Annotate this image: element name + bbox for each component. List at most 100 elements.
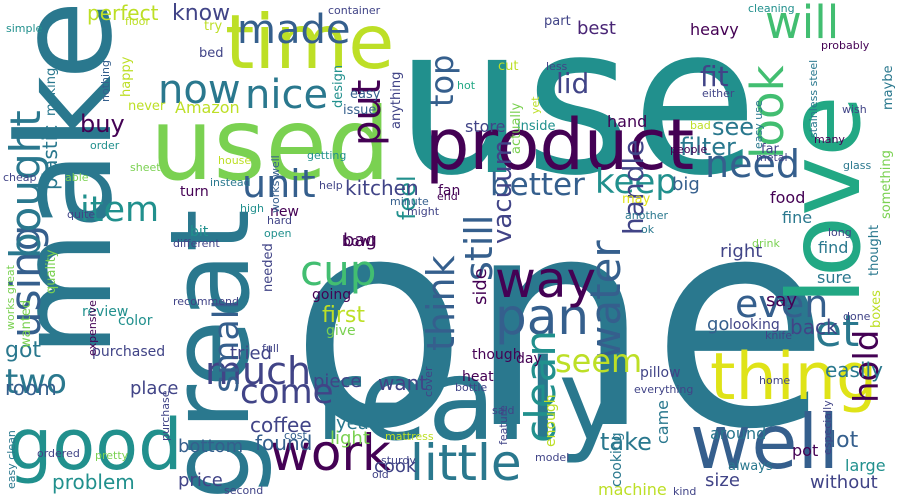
- word-found: found: [255, 431, 313, 455]
- word-works-well: works well: [269, 155, 282, 213]
- word-fine: fine: [782, 208, 813, 227]
- word-drink: drink: [752, 237, 780, 250]
- word-wanted: wanted: [19, 299, 34, 348]
- word-pan: pan: [495, 288, 590, 346]
- word-product: product: [425, 104, 695, 186]
- word-around: around: [710, 424, 767, 443]
- word-really: really: [315, 336, 625, 466]
- word-tried: tried: [230, 343, 272, 364]
- word-making: making: [44, 67, 59, 116]
- word-cook: cook: [374, 456, 417, 477]
- word-know: know: [172, 1, 231, 26]
- word-bottom: bottom: [178, 436, 244, 457]
- word-part: part: [544, 14, 571, 29]
- word-minute: minute: [390, 195, 429, 208]
- word-bed: bed: [199, 46, 224, 61]
- word-bowl: bowl: [342, 234, 375, 250]
- word-either: either: [702, 87, 735, 100]
- word-floor: floor: [125, 15, 150, 28]
- word-use: use: [395, 0, 758, 221]
- word-price: price: [178, 470, 223, 491]
- word-even: even: [735, 282, 829, 326]
- word-hand: hand: [607, 112, 648, 131]
- word-see: see: [712, 113, 755, 141]
- word-different: different: [173, 237, 220, 250]
- word-problem: problem: [52, 470, 135, 494]
- word-design: design: [331, 64, 346, 108]
- word-amazon: Amazon: [175, 98, 240, 117]
- word-always: always: [728, 459, 773, 474]
- word-two: two: [5, 362, 67, 402]
- word-sheet: sheet: [130, 161, 161, 174]
- word-much: much: [205, 349, 312, 393]
- word-happy: happy: [119, 56, 134, 97]
- word-second: second: [224, 484, 264, 497]
- word-turn: turn: [180, 184, 209, 200]
- word-light: light: [330, 428, 370, 449]
- word-keep: keep: [595, 162, 677, 202]
- word-plastic: plastic: [38, 124, 62, 190]
- word-able: able: [65, 171, 89, 184]
- word-new: new: [270, 204, 299, 220]
- word-heat: heat: [462, 369, 494, 385]
- word-hot: hot: [457, 79, 476, 92]
- word-quite: quite: [67, 208, 96, 221]
- word-back: back: [790, 315, 838, 339]
- word-sure: sure: [817, 268, 852, 287]
- word-many: many: [814, 133, 845, 146]
- word-vacuum: vacuum: [488, 140, 518, 244]
- word-sturdy: sturdy: [381, 454, 416, 467]
- word-need: need: [705, 142, 800, 186]
- word-end: end: [437, 190, 458, 203]
- word-works-great: works great: [4, 265, 17, 330]
- word-little: little: [410, 434, 522, 492]
- word-cost: cost: [284, 429, 307, 442]
- word-maybe: maybe: [881, 65, 896, 110]
- word-thing: thing: [710, 340, 878, 415]
- word-another: another: [625, 209, 669, 222]
- word-easy-clean: easy clean: [5, 430, 18, 489]
- word-unit: unit: [242, 162, 316, 206]
- word-right: right: [720, 241, 763, 262]
- word-easily: easily: [825, 358, 883, 382]
- word-anything: anything: [389, 71, 404, 129]
- word-think: think: [419, 255, 463, 351]
- word-container: container: [328, 4, 381, 17]
- word-store: store: [465, 117, 506, 136]
- word-purchase: purchase: [159, 390, 172, 442]
- word-cut: cut: [498, 59, 519, 74]
- word-filter: filter: [680, 133, 736, 161]
- word-size: size: [705, 470, 740, 491]
- word-simple: simple: [6, 22, 43, 35]
- word-buy: buy: [80, 110, 125, 138]
- word-came: came: [653, 399, 672, 444]
- word-ordered: ordered: [37, 447, 80, 460]
- word-big: big: [672, 174, 700, 195]
- word-lid: lid: [556, 67, 590, 100]
- word-people: people: [670, 143, 708, 156]
- word-stainless-steel: stainless steel: [807, 59, 820, 138]
- word-knife: knife: [765, 329, 793, 342]
- word-pillow: pillow: [640, 365, 681, 381]
- word-help: help: [319, 179, 343, 192]
- word-old: old: [372, 468, 389, 481]
- word-something: something: [879, 150, 894, 219]
- word-full: full: [262, 342, 279, 355]
- word-said: said: [492, 404, 515, 417]
- word-nothing: nothing: [99, 60, 112, 102]
- word-home: home: [759, 374, 791, 387]
- word-less: less: [546, 60, 568, 73]
- word-go: go: [707, 314, 730, 335]
- word-inside: inside: [517, 119, 556, 134]
- word-place: place: [130, 378, 179, 399]
- word-purchased: purchased: [92, 344, 166, 360]
- word-better: better: [490, 167, 585, 203]
- word-side: side: [470, 268, 491, 305]
- word-probably: probably: [821, 39, 870, 52]
- word-food: food: [770, 188, 806, 207]
- word-without: without: [810, 472, 878, 493]
- word-lot: lot: [830, 428, 859, 453]
- word-fit: fit: [700, 60, 729, 93]
- word-far: far: [761, 142, 779, 157]
- word-order: order: [90, 139, 120, 152]
